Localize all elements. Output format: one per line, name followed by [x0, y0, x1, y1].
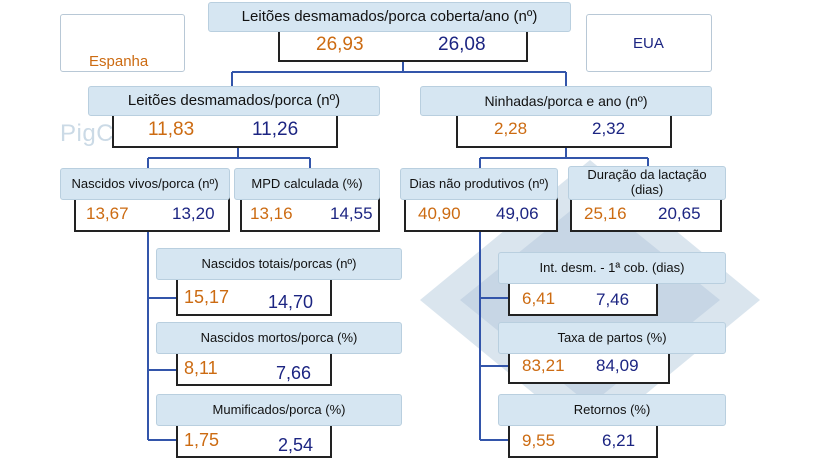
node-farrowing-rate-label: Taxa de partos (%) [498, 322, 726, 354]
top-usa-value: 26,08 [438, 34, 486, 55]
total-born-spain-value: 15,17 [184, 287, 230, 307]
returns-spain-value: 9,55 [522, 431, 556, 450]
node-mpd-values: 13,16 14,55 [240, 196, 380, 232]
weaned-usa-value: 11,26 [252, 119, 299, 140]
wean-service-usa-value: 7,46 [596, 290, 630, 309]
node-lactation-values: 25,16 20,65 [570, 196, 722, 232]
total-born-usa-value: 14,70 [268, 292, 314, 312]
weaned-spain-value: 11,83 [148, 119, 195, 140]
litters-spain-value: 2,28 [494, 119, 528, 138]
legend-usa-label: EUA [633, 35, 664, 52]
legend-spain-label: Espanha [89, 53, 149, 70]
born-alive-spain-value: 13,67 [86, 204, 129, 223]
top-spain-value: 26,93 [316, 34, 364, 55]
stillborn-usa-value: 7,66 [276, 363, 312, 383]
node-wean-service-label: Int. desm. - 1ª cob. (dias) [498, 252, 726, 284]
mummified-usa-value: 2,54 [278, 435, 314, 455]
node-mummified-label: Mumificados/porca (%) [156, 394, 402, 426]
born-alive-usa-value: 13,20 [172, 204, 215, 223]
legend-spain: Espanha [60, 14, 185, 72]
npd-spain-value: 40,90 [418, 204, 461, 223]
mpd-spain-value: 13,16 [250, 204, 293, 223]
mummified-spain-value: 1,75 [184, 430, 220, 450]
node-wean-service-values: 6,41 7,46 [508, 280, 658, 316]
node-total-born-values: 15,17 14,70 [176, 278, 332, 316]
mpd-usa-value: 14,55 [330, 204, 373, 223]
npd-usa-value: 49,06 [496, 204, 539, 223]
node-returns-label: Retornos (%) [498, 394, 726, 426]
lactation-spain-value: 25,16 [584, 204, 627, 223]
node-litters-label: Ninhadas/porca e ano (nº) [420, 86, 712, 116]
returns-usa-value: 6,21 [602, 431, 636, 450]
litters-usa-value: 2,32 [592, 119, 626, 138]
node-weaned-label: Leitões desmamados/porca (nº) [88, 86, 380, 116]
node-born-alive-label: Nascidos vivos/porca (nº) [60, 168, 230, 200]
node-born-alive-values: 13,67 13,20 [74, 196, 230, 232]
node-litters-values: 2,28 2,32 [456, 110, 672, 148]
node-top-values: 26,93 26,08 [278, 26, 528, 62]
farrowing-rate-spain-value: 83,21 [522, 356, 565, 375]
stillborn-spain-value: 8,11 [184, 358, 218, 378]
node-stillborn-label: Nascidos mortos/porca (%) [156, 322, 402, 354]
legend-usa: EUA [586, 14, 712, 72]
node-top-label: Leitões desmamados/porca coberta/ano (nº… [208, 2, 571, 32]
node-mpd-label: MPD calculada (%) [234, 168, 380, 200]
node-lactation-label: Duração da lactação (dias) [568, 166, 726, 200]
lactation-usa-value: 20,65 [658, 204, 701, 223]
node-total-born-label: Nascidos totais/porcas (nº) [156, 248, 402, 280]
wean-service-spain-value: 6,41 [522, 289, 556, 308]
node-npd-label: Dias não produtivos (nº) [400, 168, 558, 200]
farrowing-rate-usa-value: 84,09 [596, 356, 639, 375]
node-npd-values: 40,90 49,06 [404, 196, 558, 232]
